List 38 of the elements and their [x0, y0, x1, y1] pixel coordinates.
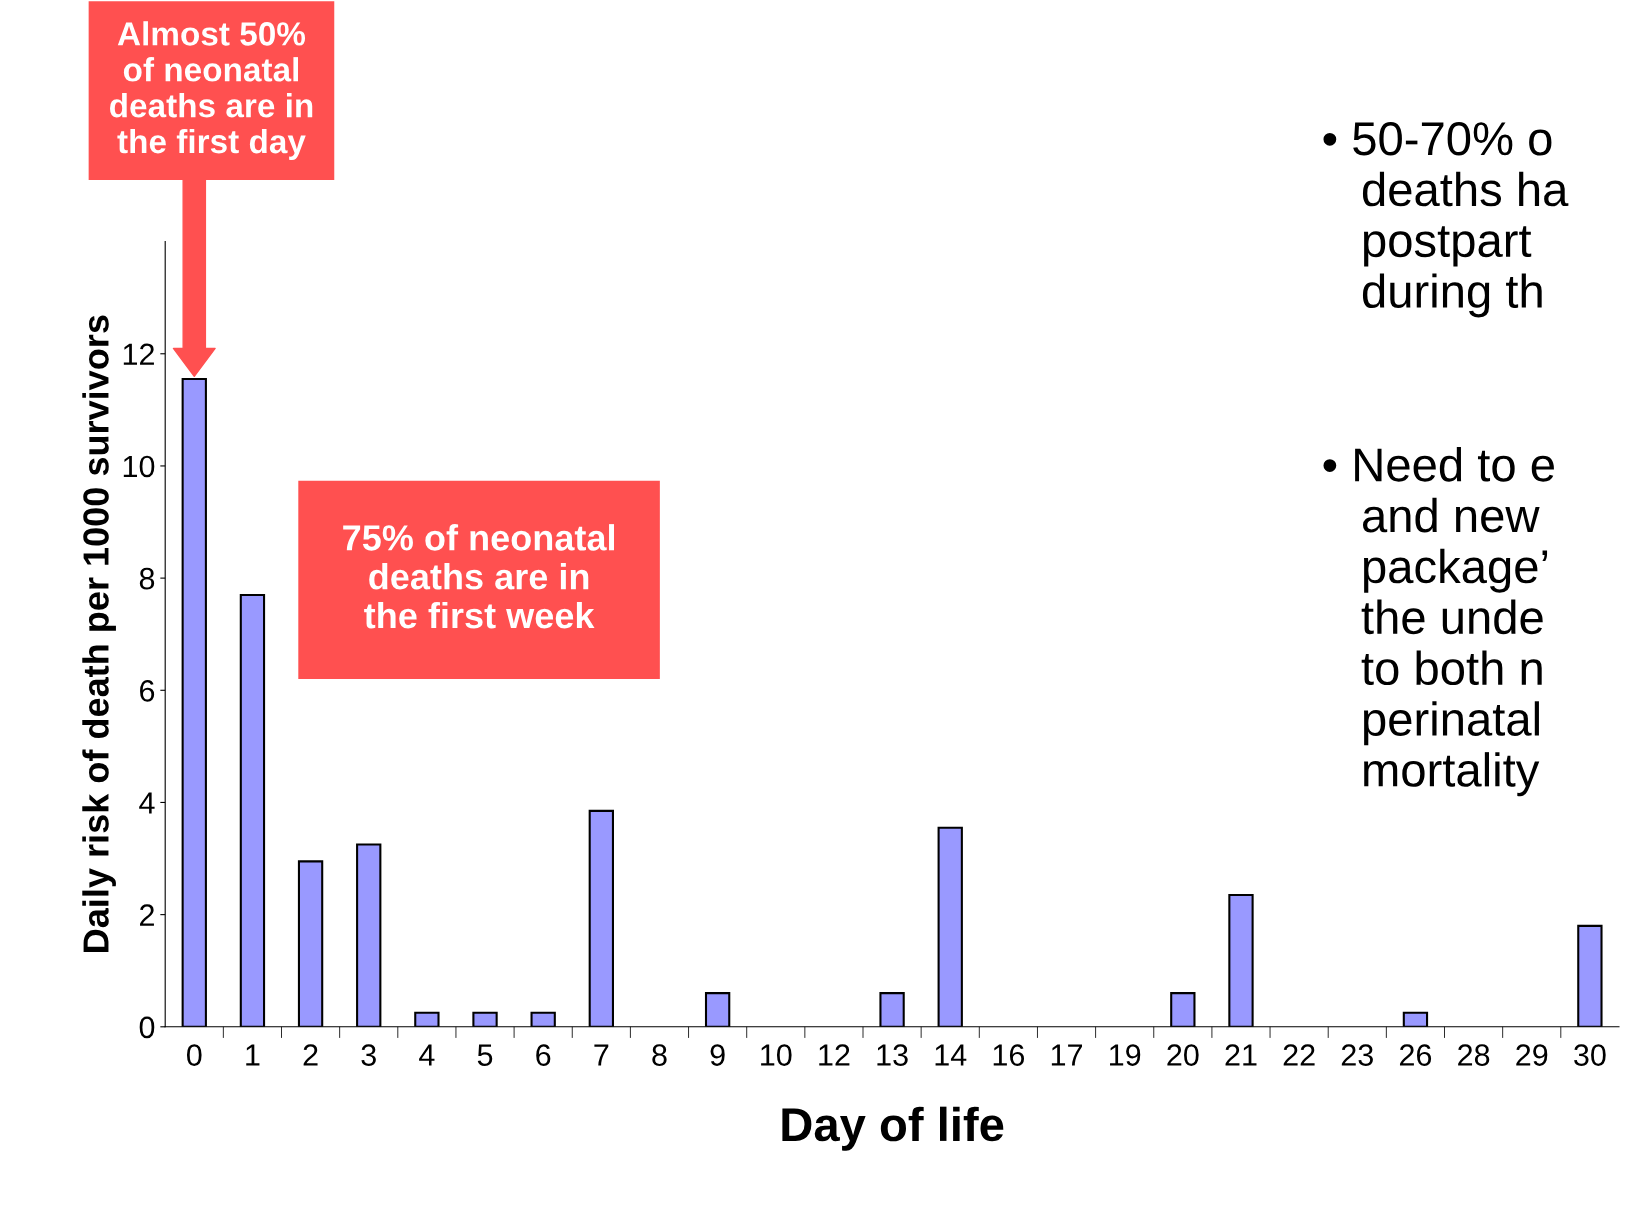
annotation: 75% of neonatal deaths are in the first week	[343, 524, 614, 629]
x-tick-label: 30	[1574, 1044, 1606, 1066]
y-tick-label: 10	[123, 455, 155, 478]
x-tick-label: 6	[536, 1044, 551, 1066]
annotation: • Need to e and new package’ the unde to both n perinatal mortality	[1323, 446, 1554, 797]
x-tick-label: 16	[993, 1044, 1025, 1066]
y-tick-label: 4	[139, 792, 155, 814]
y-tick-label: 6	[140, 680, 155, 702]
x-tick-label: 4	[419, 1044, 435, 1066]
x-tick-label: 26	[1399, 1044, 1432, 1066]
x-tick-label: 19	[1110, 1044, 1141, 1066]
x-tick-label: 0	[186, 1044, 202, 1066]
y-tick-label: 12	[123, 343, 154, 365]
y-tick-label: 8	[139, 567, 155, 590]
text: Almost 50% of neonatal deaths are in the first day	[110, 21, 313, 160]
annotation: • 50-70% o deaths ha postpart during th	[1323, 122, 1569, 318]
x-tick-label: 12	[819, 1044, 850, 1066]
x-tick-label: 20	[1167, 1044, 1199, 1066]
x-tick-label: 23	[1341, 1044, 1373, 1066]
y-axis-title: Daily risk of death per 1000 survivors	[82, 315, 116, 952]
x-tick-label: 3	[361, 1044, 376, 1066]
x-tick-label: 1	[246, 1044, 260, 1066]
y-tick-label: 0	[139, 1016, 155, 1039]
x-tick-label: 8	[652, 1044, 667, 1066]
x-tick-label: 5	[477, 1044, 493, 1066]
x-tick-label: 22	[1283, 1044, 1315, 1066]
x-tick-label: 9	[710, 1044, 725, 1066]
x-tick-label: 21	[1225, 1044, 1257, 1066]
x-tick-label: 13	[877, 1044, 908, 1066]
x-axis-title: Day of life	[782, 1106, 1004, 1151]
x-tick-label: 17	[1051, 1044, 1082, 1066]
x-tick-label: 2	[303, 1044, 318, 1066]
x-tick-label: 7	[594, 1044, 609, 1066]
y-tick-label: 2	[140, 904, 154, 926]
x-tick-label: 14	[935, 1044, 967, 1066]
x-tick-label: 29	[1516, 1044, 1548, 1066]
x-tick-label: 10	[761, 1044, 792, 1066]
x-tick-label: 28	[1458, 1044, 1490, 1066]
